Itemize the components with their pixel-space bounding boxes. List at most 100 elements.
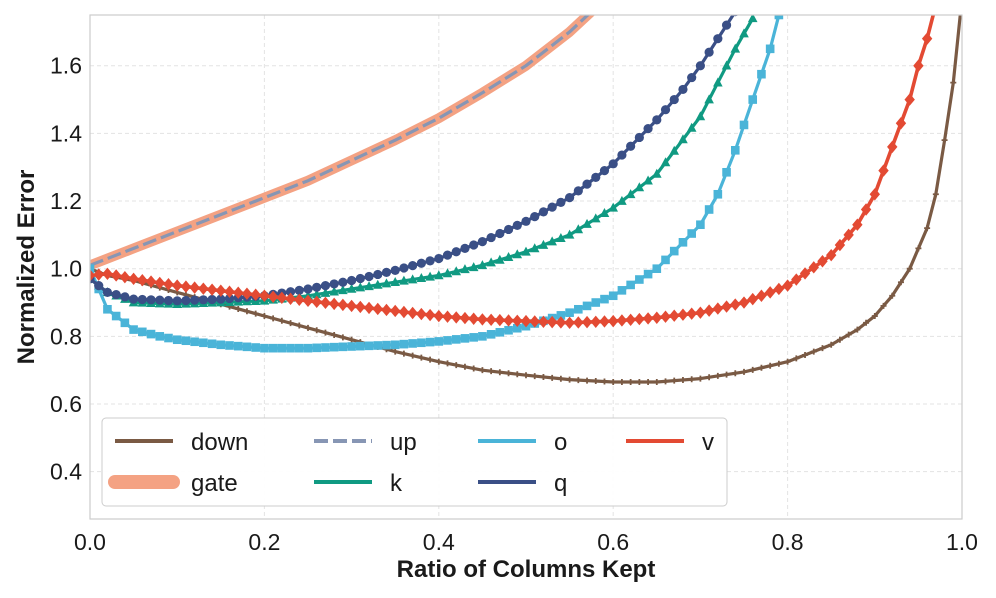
legend-label-gate: gate [191,470,238,497]
series-marker-o [574,304,583,314]
series-marker-o [600,294,609,304]
series-marker-q [285,287,296,297]
series-marker-o [111,311,121,321]
series-marker-q [704,47,714,57]
series-marker-q [347,275,357,286]
series-marker-v [581,315,593,329]
series-marker-k [625,189,636,199]
series-marker-down [871,313,878,320]
series-v [90,0,941,330]
series-marker-q [329,279,339,289]
series-marker-q [129,294,139,304]
series-marker-q [530,212,540,222]
x-tick-label: 0.8 [772,529,804,555]
series-marker-v [625,313,636,326]
series-marker-k [442,268,453,278]
series-marker-q [146,295,156,305]
series-marker-v [250,288,261,301]
series-marker-down [427,356,434,363]
series-marker-o [277,343,287,353]
ticks: 0.0 0.2 0.4 0.6 0.8 1.0 0.4 0.6 0.8 1.0 1.2 1.4 1.6 [50,53,978,555]
series-marker-o [286,343,295,353]
series-marker-down [645,379,652,386]
series-marker-v [285,292,296,305]
series-marker-v [546,315,558,329]
series-marker-down [435,358,442,365]
series-line-up [90,15,591,267]
series-marker-v [712,302,724,315]
series-marker-o [565,308,574,317]
series-marker-down [775,360,782,367]
series-marker-v [433,309,444,323]
series-marker-down [392,348,399,355]
series-marker-down [584,377,591,384]
series-marker-v [895,117,907,130]
series-marker-down [671,377,678,384]
series-marker-o [356,341,365,351]
series-marker-o [155,332,165,341]
series-marker-v [730,298,741,311]
series-marker-down [339,334,346,341]
series-marker-v [931,0,941,11]
series-marker-down [409,352,416,359]
series-marker-k [468,262,479,272]
series-marker-q [565,193,575,203]
series-marker-o [556,311,566,320]
series-marker-q [207,294,217,305]
series-marker-o [146,329,156,339]
y-tick-label: 0.4 [50,459,82,485]
series-marker-q [364,271,374,282]
series-marker-down [784,358,791,365]
series-marker-k [329,286,339,296]
series-marker-q [181,295,191,306]
series-marker-down [845,331,852,338]
series-marker-k [381,278,392,288]
series-marker-o [233,341,243,351]
series-marker-down [828,341,835,348]
series-marker-o [225,341,234,350]
series-marker-down [444,360,451,367]
series-marker-down [863,319,870,326]
series-marker-q [652,115,662,125]
series-marker-k [556,233,566,243]
series-marker-v [747,292,758,306]
series-marker-down [566,376,573,383]
series-marker-down [610,379,617,386]
series-marker-v [172,279,183,292]
series-marker-down [688,376,695,383]
series-marker-q [669,94,679,105]
series-marker-v [189,281,200,294]
series-marker-o [704,205,714,214]
series-marker-v [695,306,706,319]
x-tick-label: 1.0 [946,529,978,555]
series-marker-v [878,164,889,177]
series-marker-v [599,315,610,328]
series-marker-q [155,295,165,305]
series-marker-o [364,341,374,351]
series-marker-o [129,325,138,334]
series-marker-v [267,290,279,303]
series-marker-o [417,338,426,348]
series-marker-v [451,311,462,324]
series-marker-q [312,282,322,292]
series-marker-down [348,336,355,343]
legend-label-o: o [554,429,567,456]
series-marker-v [363,301,375,315]
series-marker-o [443,336,452,345]
series-marker-v [887,140,898,154]
series-marker-o [591,298,601,307]
series-marker-v [503,314,514,327]
series-marker-o [425,337,435,347]
series-marker-q [573,186,583,196]
series-marker-o [321,343,330,352]
series-marker-v [669,309,680,322]
series-marker-down [618,379,625,386]
series-marker-down [322,329,329,336]
series-marker-q [486,232,496,243]
series-marker-q [399,263,409,273]
series-marker-k [364,281,374,291]
series-marker-v [590,315,601,328]
series-marker-k [582,218,592,228]
series-marker-down [557,375,564,382]
series-marker-o [434,337,444,346]
